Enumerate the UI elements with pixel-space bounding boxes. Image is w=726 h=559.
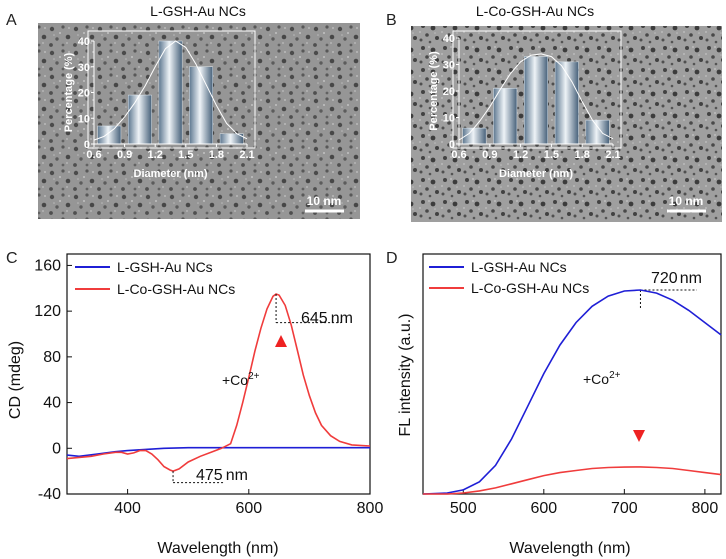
panel-c-letter: C xyxy=(6,250,18,267)
panel-d-xtick-label: 600 xyxy=(530,500,557,517)
panel-c-axes: 400 600 800 -40 0 40 80 120 160 xyxy=(34,253,384,517)
panel-a-hist-xtick-label: 2.1 xyxy=(239,149,254,161)
panel-d-letter: D xyxy=(386,250,398,267)
panel-c-legend: L-GSH-Au NCs L-Co-GSH-Au NCs xyxy=(75,259,235,297)
panel-b-hist-ytick-label: 20 xyxy=(443,86,455,98)
panel-c-xtick-label: 400 xyxy=(114,500,141,517)
panel-a-hist-fit-curve xyxy=(93,40,248,141)
panel-d-ylabel: FL intensity (a.u.) xyxy=(397,313,414,436)
panel-a-scale-label: 10 nm xyxy=(307,194,342,208)
panel-c-series-2-line xyxy=(66,293,371,472)
panel-c-ytick-label: -40 xyxy=(38,486,61,503)
panel-c-co-label: +Co2+ xyxy=(222,371,260,388)
panel-d-co-arrow-head xyxy=(633,430,645,442)
panel-d-legend: L-GSH-Au NCs L-Co-GSH-Au NCs xyxy=(429,259,589,296)
panel-b-hist-ytick-label: 0 xyxy=(449,139,455,151)
panel-c-dip-label: 475 nm xyxy=(196,467,248,484)
panel-a-hist-bar-2 xyxy=(128,94,152,145)
panel-c: C 400 600 800 -40 0 40 80 120 160 Wavelength (nm… xyxy=(6,250,383,557)
panel-a-hist-ytick-label: 40 xyxy=(78,36,90,48)
panel-a-letter: A xyxy=(6,12,17,29)
panel-b-hist-bar-2 xyxy=(493,88,518,145)
panel-b-hist-xtick-label: 0.9 xyxy=(482,149,497,161)
panel-c-co-arrow-head xyxy=(275,335,287,347)
panel-a-hist-ytick-label: 10 xyxy=(78,113,90,125)
panel-d-series-2-line xyxy=(423,466,722,495)
panel-a-hist-bar-4 xyxy=(189,66,213,145)
panel-b-hist-ytick-label: 10 xyxy=(443,113,455,125)
panel-a-title: L-GSH-Au NCs xyxy=(150,3,246,19)
panel-a-hist-ylabel: Percentage (%) xyxy=(63,52,75,132)
panel-a-hist-xtick-label: 0.6 xyxy=(86,149,101,161)
panel-d-xtick-label: 700 xyxy=(611,500,638,517)
panel-a-hist-xtick-label: 1.5 xyxy=(178,149,193,161)
panel-c-ytick-label: 40 xyxy=(43,395,61,412)
panel-b-hist-xtick-label: 0.6 xyxy=(451,149,466,161)
panel-c-frame xyxy=(66,253,371,495)
panel-b: B L-Co-GSH-Au NCs 0.6 0.9 1.2 1.5 1.8 2.1 0 10 2… xyxy=(386,3,722,222)
panel-b-hist-bar-1 xyxy=(462,127,487,145)
panel-b-hist-bar-5 xyxy=(585,119,610,145)
panel-d-legend-label-1: L-GSH-Au NCs xyxy=(471,259,567,275)
panel-b-title: L-Co-GSH-Au NCs xyxy=(476,3,594,19)
panel-d-peak-label: 720 nm xyxy=(651,270,702,287)
panel-a-hist-ytick-label: 0 xyxy=(84,139,90,151)
panel-b-hist-xtick-label: 2.1 xyxy=(605,149,620,161)
panel-b-hist-fit-curve xyxy=(458,53,614,141)
panel-a-histogram: 0.6 0.9 1.2 1.5 1.8 2.1 0 10 20 30 40 Diameter (nm)… xyxy=(63,36,255,180)
panel-a: A L-GSH-Au NCs 0.6 0.9 1.2 1.5 1.8 2.1 0 10 20 30… xyxy=(6,3,360,219)
panel-c-ytick-label: 120 xyxy=(34,303,61,320)
panel-c-peak-label: 645 nm xyxy=(301,310,353,327)
panel-c-ytick-label: 160 xyxy=(34,257,61,274)
panel-b-hist-ytick-label: 40 xyxy=(443,33,455,45)
panel-b-hist-bar-3 xyxy=(524,56,548,145)
panel-c-ytick-label: 80 xyxy=(43,349,61,366)
panel-a-hist-xtick-label: 1.8 xyxy=(209,149,224,161)
panel-b-hist-xtick-label: 1.2 xyxy=(513,149,528,161)
panel-a-hist-ytick-label: 30 xyxy=(78,62,90,74)
panel-d-xtick-label: 800 xyxy=(692,500,719,517)
panel-c-xlabel: Wavelength (nm) xyxy=(157,540,278,557)
panel-c-ylabel: CD (mdeg) xyxy=(7,341,24,419)
panel-c-legend-label-1: L-GSH-Au NCs xyxy=(117,259,213,275)
panel-b-hist-ylabel: Percentage (%) xyxy=(428,51,440,131)
panel-a-hist-bar-1 xyxy=(97,125,122,145)
panel-c-ytick-label: 0 xyxy=(52,440,61,457)
panel-a-inset-frame xyxy=(87,30,256,149)
panel-b-hist-ytick-label: 30 xyxy=(443,60,455,72)
panel-d-series-1-line xyxy=(422,289,722,495)
panel-d-frame xyxy=(422,253,722,495)
panel-b-letter: B xyxy=(386,12,397,29)
panel-a-hist-xtick-label: 0.9 xyxy=(117,149,132,161)
panel-b-histogram: 0.6 0.9 1.2 1.5 1.8 2.1 0 10 20 30 40 Diameter (nm)… xyxy=(428,33,621,180)
panel-d-xtick-label: 500 xyxy=(450,500,477,517)
panel-a-hist-xtick-label: 1.2 xyxy=(148,149,163,161)
panel-b-inset-frame xyxy=(452,30,622,149)
panel-c-xtick-label: 800 xyxy=(357,500,384,517)
panel-b-hist-xlabel: Diameter (nm) xyxy=(499,168,573,180)
panel-a-hist-bar-3 xyxy=(158,40,183,145)
panel-b-hist-xtick-label: 1.8 xyxy=(575,149,590,161)
panel-d-axes: 500 600 700 800 xyxy=(422,253,722,517)
panel-a-hist-ytick-label: 20 xyxy=(78,88,90,100)
panel-d-co-label: +Co2+ xyxy=(583,370,621,387)
panel-c-series-1-line xyxy=(66,446,370,458)
panel-d-legend-label-2: L-Co-GSH-Au NCs xyxy=(471,280,589,296)
panel-c-xtick-label: 600 xyxy=(235,500,262,517)
panel-d-xlabel: Wavelength (nm) xyxy=(509,540,630,557)
panel-c-legend-label-2: L-Co-GSH-Au NCs xyxy=(117,281,235,297)
panel-b-scale-label: 10 nm xyxy=(669,194,704,208)
panel-b-hist-xtick-label: 1.5 xyxy=(544,149,559,161)
panel-d: D 500 600 700 800 Wavelength (nm) FL intens… xyxy=(386,250,722,557)
panel-a-hist-xlabel: Diameter (nm) xyxy=(134,168,208,180)
